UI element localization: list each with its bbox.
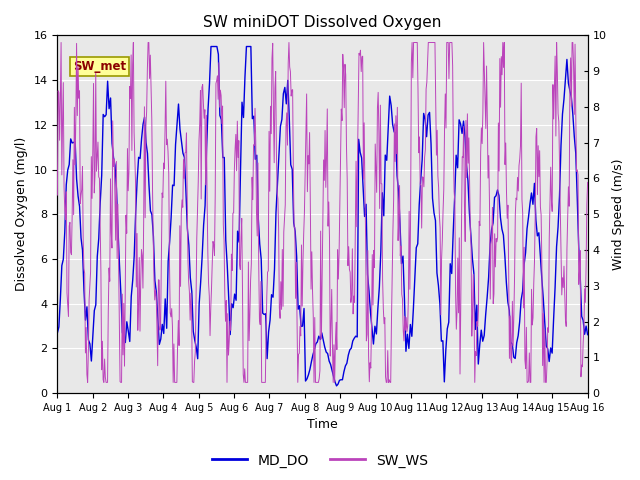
Y-axis label: Wind Speed (m/s): Wind Speed (m/s) bbox=[612, 158, 625, 270]
Y-axis label: Dissolved Oxygen (mg/l): Dissolved Oxygen (mg/l) bbox=[15, 137, 28, 291]
Legend: MD_DO, SW_WS: MD_DO, SW_WS bbox=[207, 448, 433, 473]
Title: SW miniDOT Dissolved Oxygen: SW miniDOT Dissolved Oxygen bbox=[204, 15, 442, 30]
X-axis label: Time: Time bbox=[307, 419, 338, 432]
Text: SW_met: SW_met bbox=[74, 60, 127, 73]
